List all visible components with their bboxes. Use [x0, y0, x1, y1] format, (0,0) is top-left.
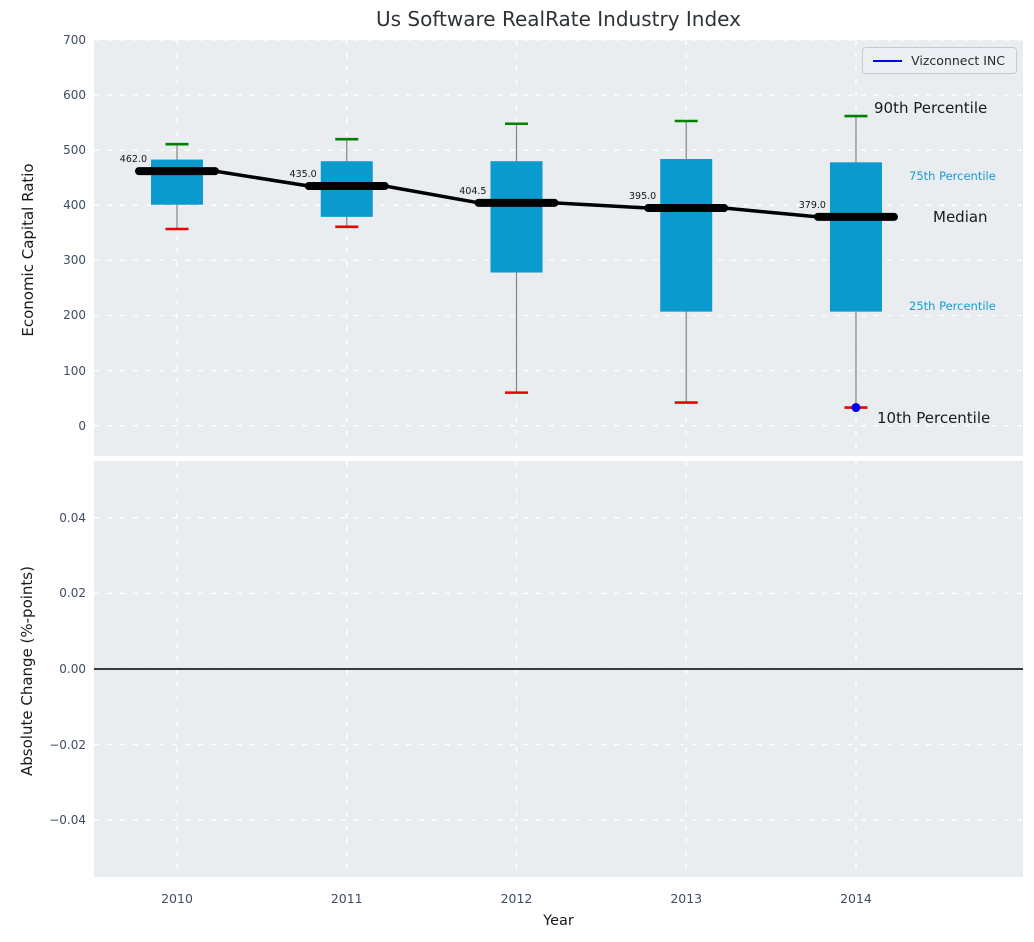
x-tick-2012: 2012 [500, 891, 533, 906]
top-y-tick-700: 700 [63, 33, 86, 47]
median-annotation-2014: 379.0 [798, 199, 826, 211]
median-connector [214, 169, 310, 188]
company-point [851, 403, 861, 413]
top-y-tick-400: 400 [63, 198, 86, 213]
x-axis-label: Year [543, 913, 574, 929]
box-2010 [151, 159, 204, 205]
top-y-tick-600: 600 [63, 88, 86, 103]
legend-label: Vizconnect INC [911, 53, 1005, 68]
top-y-tick-300: 300 [63, 253, 86, 268]
median-annotation-2011: 435.0 [289, 169, 317, 180]
bottom-y-axis-label: Absolute Change (%-points) [18, 566, 36, 776]
median-annotation-2013: 395.0 [629, 191, 657, 203]
box-2013 [660, 159, 713, 312]
median-connector [384, 184, 479, 205]
top-y-axis-label: Economic Capital Ratio [19, 163, 37, 337]
x-tick-2010: 2010 [161, 891, 193, 906]
bottom-y-tick-0.00: 0.00 [59, 662, 86, 676]
x-tick-2011: 2011 [330, 891, 363, 906]
median-annotation-2012: 404.5 [459, 185, 487, 197]
bottom-y-tick-−0.02: −0.02 [49, 737, 86, 752]
side-label-25th-percentile: 25th Percentile [909, 298, 996, 313]
side-label-median: Median [933, 207, 988, 226]
bottom-y-tick-−0.04: −0.04 [49, 813, 86, 828]
median-annotation-2010: 462.0 [119, 154, 147, 166]
legend: Vizconnect INC [862, 47, 1017, 74]
top-plot-canvas [94, 39, 1023, 456]
median-connector [554, 201, 649, 210]
chart-title: Us Software RealRate Industry Index [376, 7, 741, 31]
bottom-plot-canvas [94, 461, 1023, 877]
box-2012 [490, 161, 543, 273]
x-tick-2013: 2013 [670, 891, 703, 906]
x-tick-2014: 2014 [840, 891, 872, 906]
bottom-axes [94, 461, 1023, 877]
top-y-tick-100: 100 [63, 363, 86, 378]
side-label-90th-percentile: 90th Percentile [874, 99, 988, 118]
side-label-75th-percentile: 75th Percentile [909, 169, 996, 184]
top-y-tick-500: 500 [63, 143, 86, 158]
bottom-y-tick-0.02: 0.02 [59, 586, 86, 601]
legend-line-swatch [873, 59, 903, 62]
top-y-tick-0: 0 [78, 418, 86, 433]
box-2014 [829, 162, 882, 312]
bottom-y-tick-0.04: 0.04 [59, 510, 86, 525]
top-y-tick-200: 200 [63, 308, 86, 323]
top-axes: Vizconnect INC [94, 39, 1023, 456]
side-label-10th-percentile: 10th Percentile [877, 408, 991, 427]
median-connector [724, 206, 819, 219]
